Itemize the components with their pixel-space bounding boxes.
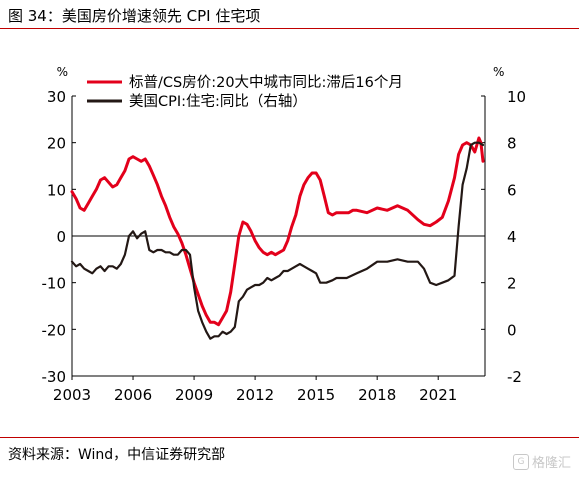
legend-label-1: 标普/CS房价:20大中城市同比:滞后16个月 (129, 74, 403, 91)
left-axis-unit: % (57, 65, 68, 79)
source-rule (0, 437, 579, 438)
watermark-text: 格隆汇 (531, 456, 571, 471)
x-tick-label: 2006 (114, 386, 152, 404)
left-tick-label: -30 (42, 368, 67, 386)
right-tick-label: 0 (507, 321, 517, 339)
watermark: G 格隆汇 (512, 452, 571, 471)
x-tick-label: 2018 (358, 386, 396, 404)
legend-label-2: 美国CPI:住宅:同比（右轴） (129, 93, 307, 110)
x-tick-label: 2015 (297, 386, 335, 404)
source-note: 资料来源：Wind，中信证券研究部 (8, 447, 226, 463)
watermark-logo-icon: G (512, 453, 529, 470)
right-tick-label: 2 (507, 275, 517, 293)
right-tick-label: 4 (507, 228, 517, 246)
left-tick-label: -10 (42, 275, 67, 293)
x-tick-label: 2012 (236, 386, 274, 404)
right-axis-unit: % (493, 65, 504, 79)
x-tick-label: 2009 (175, 386, 213, 404)
right-tick-label: 8 (507, 135, 517, 153)
left-tick-label: 30 (47, 88, 66, 106)
x-tick-label: 2021 (419, 386, 457, 404)
series-line-2 (70, 141, 485, 340)
left-tick-label: -20 (42, 321, 67, 339)
title-rule (0, 28, 579, 29)
left-tick-label: 20 (47, 135, 66, 153)
left-tick-label: 10 (47, 181, 66, 199)
left-tick-label: 0 (56, 228, 66, 246)
right-tick-label: 6 (507, 181, 517, 199)
figure-title: 图 34：美国房价增速领先 CPI 住宅项 (8, 7, 261, 25)
x-tick-label: 2003 (53, 386, 91, 404)
chart-series-lines (70, 136, 485, 340)
right-tick-label: -2 (507, 368, 522, 386)
right-tick-label: 10 (507, 88, 526, 106)
series-line-1 (70, 136, 485, 327)
